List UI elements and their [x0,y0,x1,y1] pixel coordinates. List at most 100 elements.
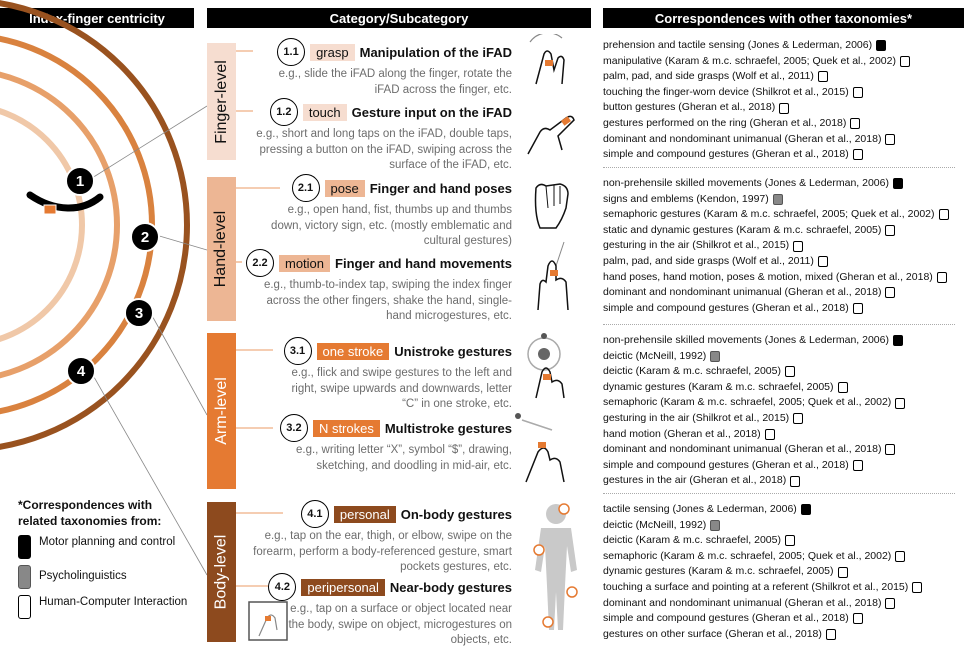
correspondence-item: deictic (Karam & m.c. schraefel, 2005) [603,364,961,380]
subcategory-description: e.g., tap on the ear, thigh, or elbow, s… [253,530,512,573]
connector-line-4 [89,369,208,576]
source-marker-hci [938,209,949,221]
source-marker-hci [852,149,863,161]
subcategory-2-1: 2.1 pose Finger and hand poses e.g., open … [250,174,512,250]
source-marker-hci [852,613,863,625]
subcategory-1-1: 1.1 grasp Manipulation of the iFAD e.g., s… [250,38,512,98]
level-bar-finger: Finger-level [207,43,236,160]
correspondence-item: simple and compound gestures (Gheran et … [603,301,961,317]
correspondence-item: hand poses, hand motion, poses & motion,… [603,270,961,286]
correspondence-text: simple and compound gestures (Gheran et … [603,301,849,314]
subcategory-number: 4.2 [268,573,297,601]
legend-item-motor: Motor planning and control [18,535,193,559]
separator [603,493,955,494]
correspondence-list-body: tactile sensing (Jones & Lederman, 2006)… [603,502,961,642]
source-marker-hci [825,629,836,641]
subcategory-number: 2.1 [291,174,320,202]
legend-item-hci: Human-Computer Interaction [18,595,193,619]
subcategory-title: Finger and hand movements [335,255,512,271]
correspondence-text: gestures on other surface (Gheran et al.… [603,627,822,640]
source-marker-hci [852,87,863,99]
source-marker-hci [764,428,775,440]
correspondence-item: static and dynamic gestures (Karam & m.c… [603,223,961,239]
subcategory-number: 1.1 [277,38,306,66]
subcategory-title: Manipulation of the iFAD [359,44,512,60]
header-category: Category/Subcategory [207,8,591,28]
legend-swatch-motor [18,535,31,559]
correspondence-list-hand: non-prehensile skilled movements (Jones … [603,176,961,316]
source-marker-hci [837,566,848,578]
centricity-ring-2 [0,71,120,379]
source-marker-hci [793,240,804,252]
ring-number-3: 3 [124,298,154,328]
source-marker-hci [885,444,896,456]
source-marker-hci [936,271,947,283]
ring-number-1: 1 [65,166,95,196]
correspondence-text: dominant and nondominant unimanual (Gher… [603,596,882,609]
hand-motion-icon [537,241,569,311]
correspondence-item: gestures performed on the ring (Gheran e… [603,116,961,132]
correspondence-text: signs and emblems (Kendon, 1997) [603,192,769,205]
subcategory-description: e.g., tap on a surface or object located… [288,603,512,646]
source-marker-hci [895,397,906,409]
legend-swatch-psycholinguistics [18,565,31,589]
source-marker-hci [852,303,863,315]
correspondence-item: palm, pad, and side grasps (Wolf et al.,… [603,254,961,270]
correspondence-item: dominant and nondominant unimanual (Gher… [603,596,961,612]
correspondence-text: manipulative (Karam & m.c. schraefel, 20… [603,54,896,67]
correspondence-text: gesturing in the air (Shilkrot et al., 2… [603,411,790,424]
source-marker-hci [837,382,848,394]
correspondence-item: palm, pad, and side grasps (Wolf et al.,… [603,69,961,85]
level-bar-hand: Hand-level [207,177,236,321]
subcategory-3-2: 3.2 N strokes Multistroke gestures e.g., w… [250,414,512,474]
correspondence-item: dominant and nondominant unimanual (Gher… [603,442,961,458]
source-marker-hci [885,287,896,299]
subcategory-tag: personal [333,505,396,523]
correspondence-text: dynamic gestures (Karam & m.c. schraefel… [603,380,834,393]
correspondence-text: non-prehensile skilled movements (Jones … [603,177,889,189]
correspondence-text: semaphoric gestures (Karam & m.c. schrae… [603,208,935,221]
correspondence-item: deictic (Karam & m.c. schraefel, 2005) [603,533,961,549]
subcategory-tag: touch [302,103,347,121]
correspondence-item: prehension and tactile sensing (Jones & … [603,38,961,54]
subcategory-number: 3.1 [283,337,312,365]
correspondence-text: static and dynamic gestures (Karam & m.c… [603,223,882,236]
correspondence-item: dominant and nondominant unimanual (Gher… [603,132,961,148]
correspondence-text: dominant and nondominant unimanual (Gher… [603,443,882,456]
correspondence-text: dominant and nondominant unimanual (Gher… [603,132,882,145]
subcategory-title: Gesture input on the iFAD [351,104,512,120]
correspondence-item: dominant and nondominant unimanual (Gher… [603,285,961,301]
source-marker-motor [876,40,887,52]
ring-number-4: 4 [66,356,96,386]
source-marker-psy [710,350,721,362]
source-marker-hci [779,102,790,114]
source-marker-hci [885,225,896,237]
correspondence-text: hand poses, hand motion, poses & motion,… [603,270,933,283]
subcategory-number: 2.2 [245,249,274,277]
correspondence-item: deictic (McNeill, 1992) [603,518,961,534]
correspondence-text: button gestures (Gheran et al., 2018) [603,101,776,114]
correspondence-item: hand motion (Gheran et al., 2018) [603,427,961,443]
subcategory-number: 3.2 [279,414,308,442]
correspondence-item: semaphoric gestures (Karam & m.c. schrae… [603,207,961,223]
swipe-unistroke-icon [527,333,565,399]
subcategory-title: On-body gestures [400,506,512,522]
correspondence-list-arm: non-prehensile skilled movements (Jones … [603,333,961,489]
correspondence-text: touching the finger-worn device (Shilkro… [603,85,849,98]
subcategory-4-2: 4.2 peripersonal Near-body gestures e.g., … [250,573,512,649]
source-marker-hci [784,535,795,547]
source-marker-psy [710,519,721,531]
source-marker-hci [885,597,896,609]
correspondence-text: prehension and tactile sensing (Jones & … [603,39,873,51]
correspondence-item: touching a surface and pointing at a ref… [603,580,961,596]
source-marker-hci [817,71,828,83]
level-label-finger: Finger-level [212,59,230,144]
subcategory-title: Unistroke gestures [394,343,512,359]
correspondence-item: simple and compound gestures (Gheran et … [603,147,961,163]
correspondence-item: non-prehensile skilled movements (Jones … [603,333,961,349]
correspondence-text: simple and compound gestures (Gheran et … [603,458,849,471]
level-connectors [89,105,208,576]
correspondence-item: semaphoric (Karam & m.c. schraefel, 2005… [603,395,961,411]
correspondence-text: deictic (McNeill, 1992) [603,349,707,362]
ring-number-2: 2 [130,222,160,252]
